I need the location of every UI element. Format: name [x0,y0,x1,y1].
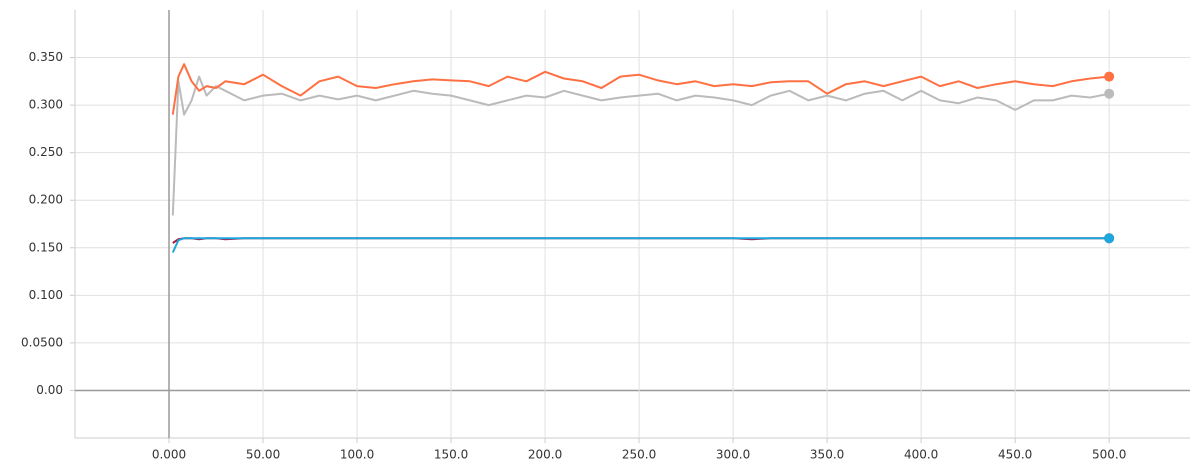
y-tick-label: 0.350 [29,50,63,64]
x-tick-label: 50.00 [246,448,280,462]
x-tick-label: 450.0 [998,448,1032,462]
x-tick-label: 200.0 [528,448,562,462]
y-tick-label: 0.300 [29,98,63,112]
series-line [171,63,1110,115]
x-tick-label: 500.0 [1092,448,1126,462]
x-tick-label: 100.0 [340,448,374,462]
series-line [171,75,1110,216]
y-tick-label: 0.150 [29,240,63,254]
y-tick-label: 0.0500 [21,335,63,349]
x-tick-label: 400.0 [904,448,938,462]
end-point [1104,233,1115,244]
x-tick-label: 0.000 [152,448,186,462]
x-tick-label: 250.0 [622,448,656,462]
y-tick-label: 0.200 [29,193,63,207]
y-tick-label: 0.100 [29,288,63,302]
y-tick-label: 0.00 [36,383,63,397]
y-tick-label: 0.250 [29,145,63,159]
end-point [1104,88,1115,99]
x-tick-label: 300.0 [716,448,750,462]
end-point [1104,71,1115,82]
series-line [171,237,1110,253]
x-tick-label: 150.0 [434,448,468,462]
x-tick-label: 350.0 [810,448,844,462]
